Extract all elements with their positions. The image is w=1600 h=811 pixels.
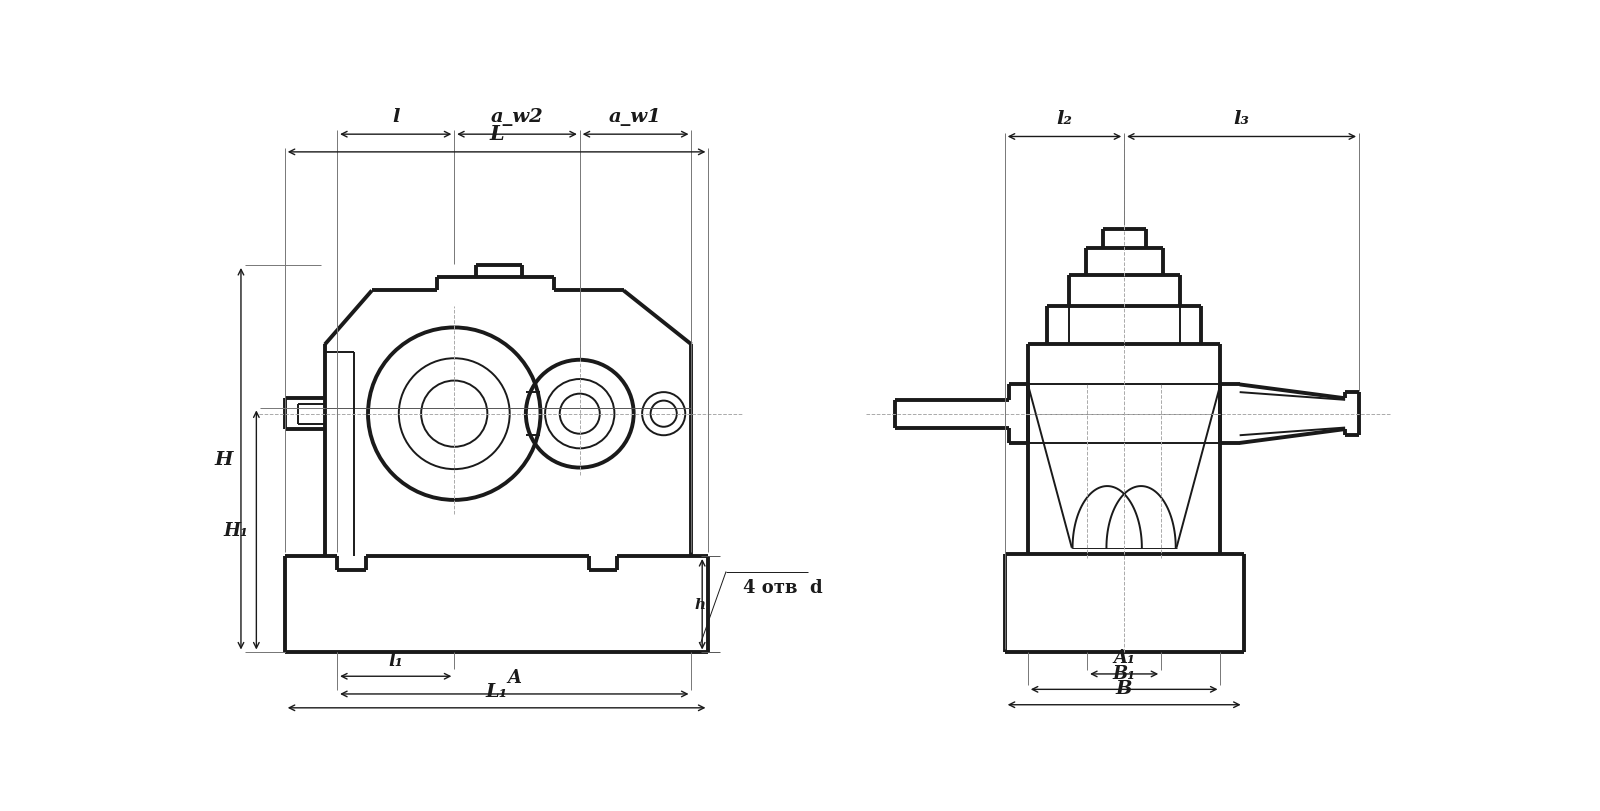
Text: H: H: [214, 450, 234, 468]
Text: a_w2: a_w2: [491, 108, 544, 126]
Text: l₁: l₁: [389, 650, 403, 669]
Text: a_w1: a_w1: [610, 108, 662, 126]
Text: l₂: l₂: [1056, 110, 1072, 128]
Text: 4 отв  d: 4 отв d: [742, 578, 822, 596]
Text: l: l: [392, 108, 400, 126]
Text: l₃: l₃: [1234, 110, 1250, 128]
Text: B: B: [1115, 679, 1133, 697]
Text: h: h: [694, 598, 706, 611]
Text: H₁: H₁: [224, 521, 248, 539]
Text: A₁: A₁: [1114, 649, 1134, 667]
Text: B₁: B₁: [1112, 664, 1136, 682]
Text: L: L: [490, 123, 504, 144]
Text: L₁: L₁: [485, 682, 507, 700]
Text: A: A: [507, 668, 522, 686]
